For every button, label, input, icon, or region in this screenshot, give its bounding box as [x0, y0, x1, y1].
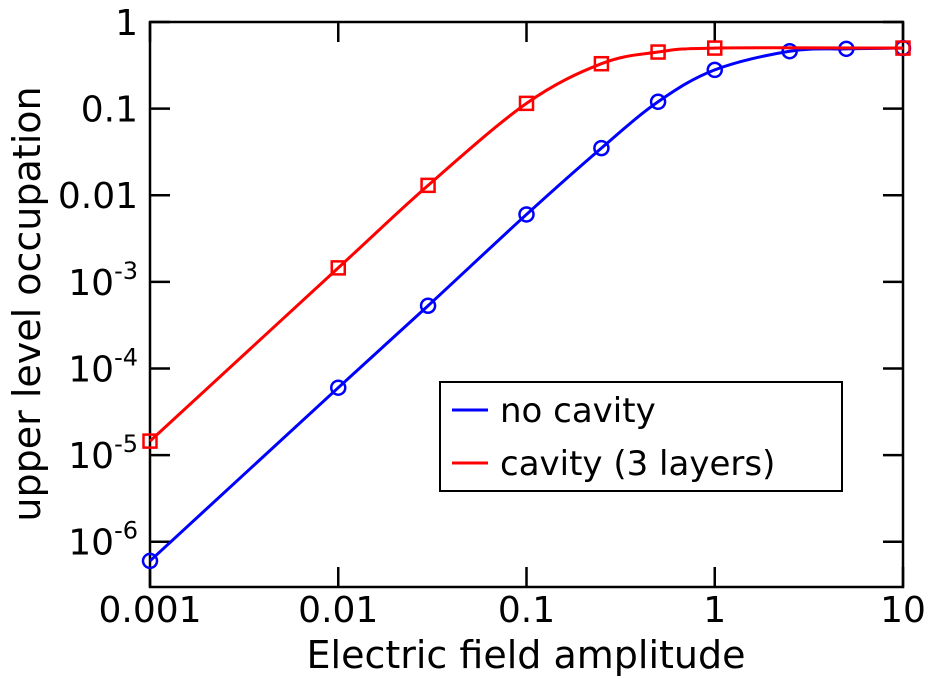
data-point-square	[895, 40, 911, 56]
axis-ticks	[148, 20, 905, 587]
x-tick-label: 1	[703, 590, 726, 631]
x-tick-label: 0.1	[498, 590, 555, 631]
data-point-square	[142, 433, 158, 449]
legend-label-cavity: cavity (3 layers)	[500, 444, 775, 484]
y-tick-label: 10-4	[68, 343, 138, 390]
data-point-circle	[419, 297, 437, 314]
data-point-circle	[518, 206, 535, 223]
x-tick-label: 10	[880, 590, 926, 631]
y-tick-label: 1	[115, 3, 138, 44]
legend-box	[439, 381, 843, 492]
data-point-circle	[649, 93, 667, 111]
data-point-square	[650, 44, 666, 60]
legend: no cavity cavity (3 layers)	[439, 381, 843, 492]
y-axis-title: upper level occupation	[5, 86, 49, 521]
plot-frame	[148, 20, 905, 589]
y-tick-label: 10-3	[68, 257, 138, 304]
data-point-circle	[706, 61, 723, 79]
data-point-square	[420, 177, 436, 194]
x-tick-label: 0.001	[98, 590, 201, 631]
series-line-0	[148, 46, 904, 563]
data-point-square	[518, 95, 535, 112]
y-tick-label: 10-6	[68, 517, 138, 564]
series-line-1	[148, 46, 904, 443]
data-point-circle	[593, 139, 610, 157]
data-point-circle	[330, 379, 347, 396]
data-point-square	[330, 260, 346, 276]
y-tick-label: 10-5	[68, 430, 138, 477]
data-point-circle	[141, 552, 159, 570]
y-tick-label: 0.1	[81, 90, 138, 131]
x-tick-label: 0.01	[298, 590, 378, 631]
x-tick-labels: 0.001 0.01 0.1 1 10	[98, 590, 925, 631]
legend-label-no-cavity: no cavity	[500, 391, 656, 431]
y-tick-labels: 10-6 10-5 10-4 10-3 0.01 0.1 1	[58, 3, 138, 564]
series-layer	[141, 39, 912, 570]
data-point-circle	[781, 42, 798, 60]
y-tick-label: 0.01	[58, 176, 138, 217]
data-point-square	[593, 55, 610, 72]
x-axis-title: Electric field amplitude	[307, 633, 746, 677]
data-point-square	[707, 40, 723, 56]
